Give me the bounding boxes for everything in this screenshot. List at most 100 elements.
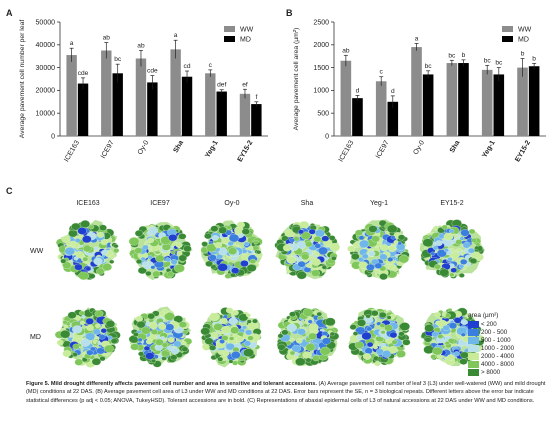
epidermal-cell xyxy=(321,265,327,270)
epidermal-cell xyxy=(445,313,451,318)
bar-ww-yeg-1 xyxy=(481,69,493,136)
row-label-md: MD xyxy=(30,334,41,341)
epidermal-cell xyxy=(223,314,228,319)
epidermal-cell xyxy=(243,340,251,347)
leaf-md-oy-0 xyxy=(200,307,262,368)
significance-letter: ef xyxy=(242,81,248,88)
epidermal-cell xyxy=(135,259,143,265)
caption-title: Figure 5. Mild drought differently affec… xyxy=(26,381,317,387)
y-tick-label: 500 xyxy=(317,111,329,118)
epidermal-cell xyxy=(170,250,176,255)
epidermal-cell xyxy=(67,311,77,319)
epidermal-cell xyxy=(245,329,253,336)
epidermal-cell xyxy=(399,322,410,331)
epidermal-cell xyxy=(447,257,453,262)
epidermal-cell xyxy=(373,345,378,350)
epidermal-cell xyxy=(379,244,389,252)
epidermal-cell xyxy=(209,344,217,351)
epidermal-cell xyxy=(296,271,307,280)
epidermal-cell xyxy=(63,324,69,329)
epidermal-cell xyxy=(252,318,258,324)
bar-md-ice163 xyxy=(77,83,89,136)
epidermal-cell xyxy=(165,257,171,263)
epidermal-cell xyxy=(374,360,381,367)
figure-caption: Figure 5. Mild drought differently affec… xyxy=(26,380,546,405)
epidermal-cell xyxy=(228,336,235,341)
epidermal-cell xyxy=(88,224,95,230)
epidermal-cell xyxy=(311,258,321,266)
row-label-ww: WW xyxy=(30,248,44,255)
epidermal-cell xyxy=(439,268,450,277)
epidermal-cell xyxy=(86,324,94,331)
epidermal-cell xyxy=(155,338,164,346)
epidermal-cell xyxy=(181,346,189,352)
epidermal-cell xyxy=(459,358,468,365)
legend-label-ww: WW xyxy=(240,27,254,34)
epidermal-cell xyxy=(209,312,220,322)
epidermal-cell xyxy=(286,323,297,332)
epidermal-cell xyxy=(236,221,245,229)
legend-label-ww: WW xyxy=(518,27,532,34)
epidermal-cell xyxy=(447,338,455,344)
epidermal-cell xyxy=(240,260,249,267)
epidermal-cell xyxy=(159,311,166,317)
leaf-ww-oy-0 xyxy=(200,220,263,279)
epidermal-cell xyxy=(356,319,367,327)
epidermal-cell xyxy=(152,270,161,278)
epidermal-cell xyxy=(312,355,320,362)
epidermal-cell xyxy=(236,336,244,343)
area-legend-item: > 8000 xyxy=(468,368,538,376)
epidermal-cell xyxy=(398,254,409,264)
epidermal-cell xyxy=(431,331,439,338)
epidermal-cell xyxy=(432,245,439,251)
epidermal-cell xyxy=(281,329,289,336)
epidermal-cell xyxy=(460,332,466,337)
epidermal-cell xyxy=(147,237,155,244)
epidermal-cell xyxy=(228,359,234,364)
area-legend-swatch xyxy=(468,368,479,376)
epidermal-cell xyxy=(59,330,71,339)
epidermal-cell xyxy=(99,356,106,362)
epidermal-cell xyxy=(64,247,75,256)
epidermal-cell xyxy=(313,235,322,243)
bar-md-sha xyxy=(458,63,469,136)
significance-letter: bc xyxy=(484,57,492,64)
epidermal-cell xyxy=(178,254,187,262)
epidermal-cell xyxy=(82,235,92,244)
epidermal-cell xyxy=(78,271,89,281)
epidermal-cell xyxy=(93,246,99,251)
epidermal-cell xyxy=(101,249,108,256)
epidermal-cell xyxy=(60,258,67,264)
y-tick-label: 0 xyxy=(325,133,329,140)
epidermal-cell xyxy=(297,328,306,336)
epidermal-cell xyxy=(228,317,238,326)
epidermal-cell xyxy=(352,331,359,336)
epidermal-cell xyxy=(379,273,388,281)
epidermal-cell xyxy=(432,346,443,356)
epidermal-cell xyxy=(217,263,228,272)
epidermal-cell xyxy=(72,325,83,334)
epidermal-cell xyxy=(130,343,140,351)
epidermal-cell xyxy=(301,253,310,261)
legend-swatch-md xyxy=(502,36,513,42)
epidermal-cell xyxy=(218,226,227,234)
epidermal-cell xyxy=(453,351,460,357)
epidermal-cell xyxy=(329,331,336,337)
significance-letter: d xyxy=(356,87,360,94)
legend-swatch-md xyxy=(224,36,235,42)
epidermal-cell xyxy=(148,321,158,330)
epidermal-cell xyxy=(80,220,91,228)
column-label-sha: Sha xyxy=(300,200,314,207)
significance-letter: bc xyxy=(425,63,433,70)
significance-letter: c xyxy=(380,69,384,76)
epidermal-cell xyxy=(380,330,386,335)
bar-ww-ice163 xyxy=(66,55,77,137)
area-legend-swatch xyxy=(468,320,479,328)
significance-letter: bc xyxy=(114,56,122,63)
epidermal-cell xyxy=(137,266,147,275)
epidermal-cell xyxy=(302,308,314,317)
epidermal-cell xyxy=(386,224,398,234)
epidermal-cell xyxy=(366,326,373,332)
column-label-ice97: ICE97 xyxy=(150,200,170,207)
panel-letter-a: A xyxy=(6,8,13,18)
